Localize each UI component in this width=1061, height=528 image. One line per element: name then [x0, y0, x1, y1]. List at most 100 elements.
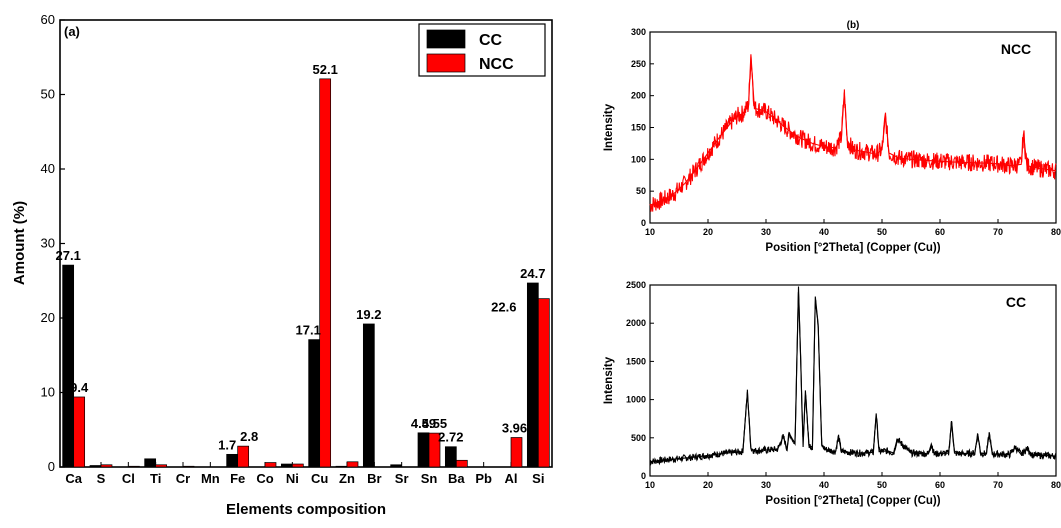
- bar-cc-ti: [144, 458, 157, 468]
- y-axis-label: Intensity: [603, 356, 615, 404]
- bar-ncc-cr: [182, 465, 195, 468]
- y-tick-label: 0: [641, 471, 646, 481]
- x-tick-label: Cu: [311, 471, 328, 486]
- bar-ncc-s: [100, 464, 113, 468]
- bar-ncc-ti: [155, 464, 168, 468]
- y-tick-label: 60: [41, 12, 55, 27]
- x-tick-label: 30: [761, 480, 771, 490]
- data-label: 52.1: [313, 62, 338, 77]
- y-tick-label: 1500: [626, 356, 646, 366]
- x-axis-label: Position [°2Theta] (Copper (Cu)): [765, 242, 940, 254]
- x-axis-label: Elements composition: [226, 501, 386, 518]
- x-tick-label: Mn: [201, 471, 220, 486]
- x-tick-label: Cl: [122, 471, 135, 486]
- y-tick-label: 500: [631, 433, 646, 443]
- plot-frame: [649, 31, 1057, 224]
- x-axis-label: Position [°2Theta] (Copper (Cu)): [765, 495, 940, 507]
- y-tick-label: 300: [631, 27, 646, 37]
- bar-cc-ni: [280, 463, 293, 468]
- data-label: 19.2: [356, 307, 381, 322]
- x-tick-label: 60: [935, 227, 945, 237]
- x-tick-label: Cr: [176, 471, 190, 486]
- legend-label-cc: CC: [479, 32, 503, 49]
- x-tick-label: Al: [505, 471, 518, 486]
- plot-frame: [649, 284, 1057, 477]
- x-tick-label: Fe: [230, 471, 245, 486]
- y-tick-label: 1000: [626, 395, 646, 405]
- x-tick-label: Br: [367, 471, 381, 486]
- y-tick-label: 100: [631, 154, 646, 164]
- x-tick-label: Ca: [65, 471, 82, 486]
- y-tick-label: 30: [41, 236, 55, 251]
- x-tick-label: 20: [703, 227, 713, 237]
- x-tick-label: 60: [935, 480, 945, 490]
- y-tick-label: 0: [641, 218, 646, 228]
- x-tick-label: Zn: [339, 471, 355, 486]
- bar-ncc-si: [537, 298, 550, 468]
- y-tick-label: 250: [631, 59, 646, 69]
- x-tick-label: 30: [761, 227, 771, 237]
- bar-cc-fe: [226, 453, 239, 468]
- bar-cc-ca: [62, 264, 75, 468]
- x-tick-label: Co: [256, 471, 273, 486]
- bar-cc-ba: [444, 446, 457, 468]
- x-tick-label: Si: [532, 471, 544, 486]
- bar-ncc-ni: [291, 463, 304, 468]
- y-tick-label: 20: [41, 310, 55, 325]
- bar-cc-si: [526, 282, 539, 468]
- x-tick-label: Ba: [448, 471, 465, 486]
- data-label: 4.59: [411, 416, 436, 431]
- bar-ncc-co: [264, 462, 277, 468]
- y-tick-label: 50: [636, 186, 646, 196]
- x-tick-label: 40: [819, 480, 829, 490]
- data-label: 22.6: [491, 300, 516, 315]
- y-tick-label: 50: [41, 87, 55, 102]
- x-tick-label: 50: [877, 480, 887, 490]
- legend-swatch-ncc: [426, 53, 466, 73]
- bar-cc-sr: [390, 464, 403, 468]
- bar-ncc-sn: [428, 432, 441, 468]
- xrd-trace-line: [649, 56, 1057, 212]
- x-tick-label: 40: [819, 227, 829, 237]
- y-tick-label: 2000: [626, 318, 646, 328]
- x-tick-label: Sn: [421, 471, 438, 486]
- bar-ncc-al: [510, 437, 523, 468]
- y-tick-label: 200: [631, 91, 646, 101]
- y-tick-label: 10: [41, 385, 55, 400]
- bar-cc-s: [89, 465, 102, 468]
- x-tick-label: 20: [703, 480, 713, 490]
- y-tick-label: 2500: [626, 280, 646, 290]
- y-tick-label: 40: [41, 161, 55, 176]
- x-tick-label: 80: [1051, 227, 1061, 237]
- xrd-peak-line: [649, 286, 1057, 463]
- x-tick-label: 80: [1051, 480, 1061, 490]
- bar-ncc-ba: [455, 459, 468, 468]
- data-label: 27.1: [56, 248, 81, 263]
- x-tick-label: 70: [993, 480, 1003, 490]
- xrd-trace-line: [649, 292, 1057, 466]
- data-label: 2.8: [240, 429, 258, 444]
- bar-ncc-ca: [73, 396, 86, 468]
- x-tick-label: S: [97, 471, 106, 486]
- data-label: 24.7: [520, 266, 545, 281]
- data-label: 4.55: [422, 416, 447, 431]
- bar-ncc-fe: [237, 445, 250, 468]
- panel-b-ncc-xrd-chart: 0 50 100 150 200 250 300 10 20 30 40 50 60 70 80 NCC (b)…: [603, 20, 1061, 254]
- panel-c-cc-xrd-chart: 0 500 1000 1500 2000 2500 10 20 30 40 50 60 70 80 CC Po…: [603, 280, 1061, 507]
- y-tick-label: 0: [48, 459, 55, 474]
- x-tick-label: 50: [877, 227, 887, 237]
- xrd-peak-line: [649, 54, 1057, 206]
- x-tick-label: Ti: [150, 471, 161, 486]
- legend-swatch-cc: [426, 29, 466, 49]
- data-label: 1.7: [218, 437, 236, 452]
- data-label: 2.72: [438, 430, 463, 445]
- bar-cc-cu: [308, 339, 321, 468]
- x-tick-label: 10: [645, 480, 655, 490]
- y-tick-label: 150: [631, 123, 646, 133]
- y-axis-label: Amount (%): [11, 201, 28, 285]
- plot-frame: [59, 19, 553, 468]
- sample-annotation: CC: [1006, 294, 1026, 310]
- data-label: 17.1: [296, 323, 321, 338]
- bar-cc-br: [362, 323, 375, 468]
